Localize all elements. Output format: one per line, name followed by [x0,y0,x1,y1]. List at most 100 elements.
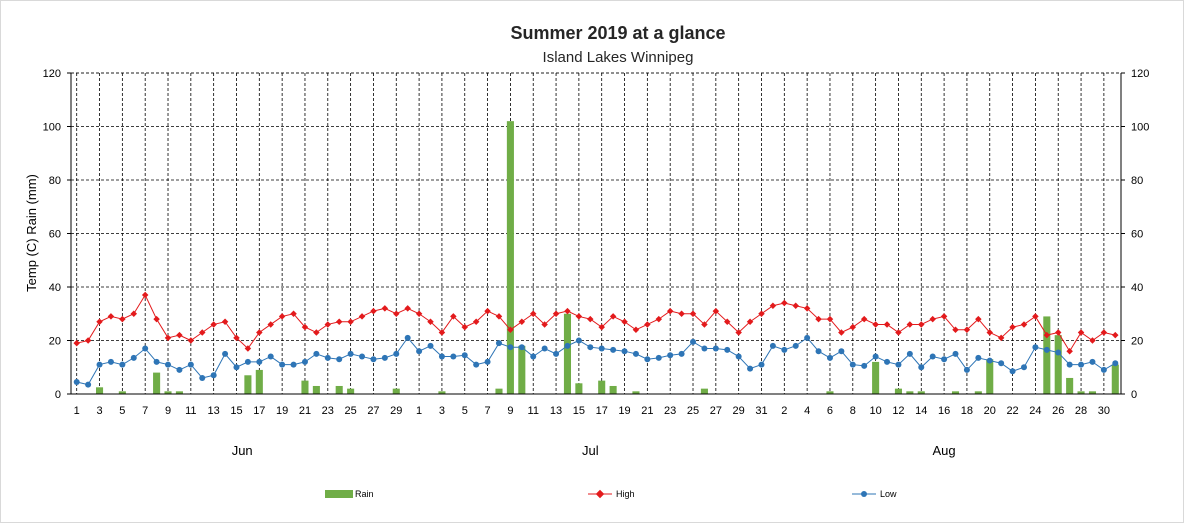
low-point [210,372,217,379]
low-point [667,352,674,359]
rain-bar [95,387,104,394]
low-point [313,350,320,357]
high-point [872,321,879,328]
rain-bar [894,388,902,394]
x-tick-label: 18 [961,405,973,417]
rain-bar [872,361,880,394]
y-tick-label: 40 [49,282,61,294]
rain-bars [95,121,1119,395]
low-point [941,356,948,363]
low-point [495,340,502,347]
x-tick-label: 25 [687,405,699,417]
high-point [746,318,754,326]
low-point [655,354,662,361]
rain-bar [1088,391,1097,394]
low-point [678,350,685,357]
low-point [975,354,982,361]
high-point [370,307,377,315]
low-point [416,348,423,355]
x-tick-label: 12 [892,405,904,417]
high-point [518,318,526,326]
high-point [997,334,1005,342]
low-point [96,361,103,368]
low-point [461,352,468,359]
low-point [336,356,343,363]
low-line [76,337,1116,386]
rain-bar [175,391,183,394]
high-point [769,302,777,309]
grid-layer [70,72,1122,395]
x-tick-label: 11 [528,405,539,417]
x-tick-label: 8 [850,405,856,417]
chart-subtitle: Island Lakes Winnipeg [543,49,694,66]
y2-tick-label: 0 [1131,389,1137,401]
rain-bar [951,391,960,394]
high-point [541,321,548,328]
low-point [929,353,936,360]
low-point [107,358,114,365]
low-point [986,357,993,364]
x-tick-label: 17 [253,405,265,417]
x-tick-label: 10 [869,405,881,417]
low-point [1112,360,1119,367]
high-point [666,307,674,315]
rain-bar [347,388,355,394]
high-point [963,326,971,334]
low-point [73,378,80,385]
low-point [735,353,742,360]
high-point [1112,331,1119,339]
x-tick-label: 1 [416,405,422,417]
rain-bar [700,388,708,394]
low-point [826,354,833,361]
high-point [1100,329,1108,336]
high-point [815,315,822,323]
x-tick-label: 27 [367,405,379,417]
low-point [838,348,845,355]
high-point [393,310,400,318]
low-point [279,361,286,368]
low-point [1100,366,1107,373]
low-point [176,366,183,373]
x-tick-label: 17 [596,405,608,417]
high-point [130,310,138,318]
rain-bar [312,385,320,394]
low-point [701,345,708,352]
low-point [564,342,571,349]
high-point [986,329,994,336]
low-point [1055,349,1062,356]
month-label: Jul [582,443,599,458]
rain-bar [974,391,982,394]
x-tick-label: 16 [938,405,950,417]
high-point [735,329,742,336]
y-tick-label: 60 [49,229,61,241]
high-point [404,305,411,312]
low-point [199,374,206,381]
high-point [324,321,332,328]
low-point [1089,358,1096,365]
rain-bar [153,372,161,394]
x-tick-label: 20 [984,405,996,417]
high-point [678,310,685,318]
rain-bar [164,391,172,394]
rain-bar [906,391,914,394]
high-point [598,323,605,331]
chart-title: Summer 2019 at a glance [510,23,725,43]
rain-bar [1043,316,1051,394]
x-tick-label: 15 [573,405,585,417]
x-tick-label: 31 [755,405,767,417]
high-point [84,337,92,344]
high-point [484,307,491,315]
high-point [575,313,583,320]
high-point [450,313,457,320]
low-point [598,345,605,352]
x-tick-label: 19 [618,405,630,417]
x-tick-label: 29 [733,405,745,417]
y-tick-label: 100 [43,122,61,134]
legend-rain-swatch [325,490,353,498]
low-point [153,358,160,365]
x-tick-label: 9 [507,405,513,417]
low-point [1043,346,1050,353]
high-point [918,321,925,328]
high-point [1077,329,1085,336]
